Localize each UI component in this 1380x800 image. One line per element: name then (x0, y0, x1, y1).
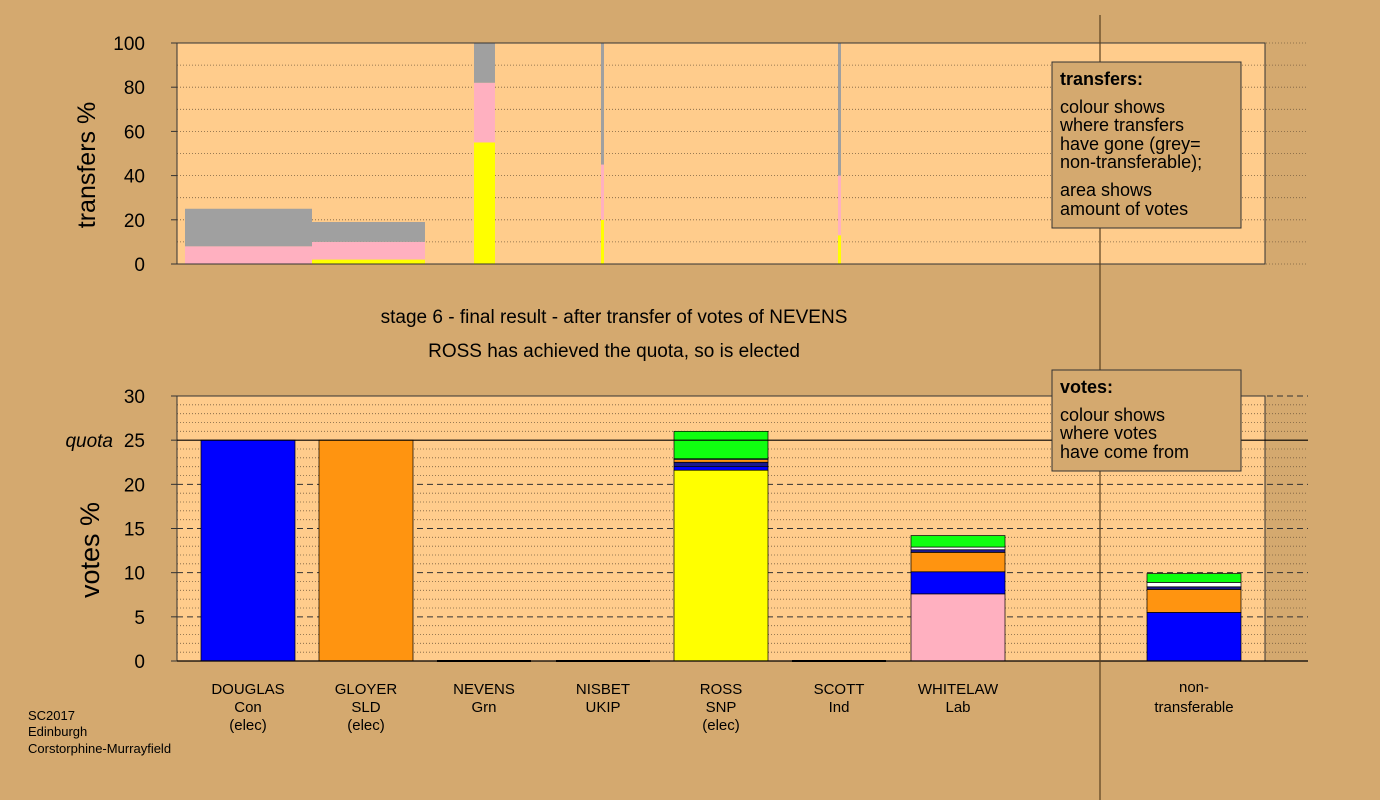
nontransferable-segment (1146, 589, 1242, 613)
transfers-legend-text: area shows (1060, 180, 1152, 200)
candidate-name: SCOTT (814, 681, 865, 698)
votes-legend-text: have come from (1060, 442, 1189, 462)
nontransferable-segment (1146, 612, 1242, 662)
candidate-party: SLD (351, 699, 380, 716)
candidate-name: NISBET (576, 681, 630, 698)
vote-segment (910, 535, 1006, 548)
candidate-name: WHITELAW (918, 681, 999, 698)
transfer-segment (185, 246, 312, 264)
stage-heading: stage 6 - final result - after transfer … (381, 307, 848, 328)
vote-segment (910, 571, 1006, 595)
nontransferable-segment (1146, 586, 1242, 590)
votes-y-tick-label: 10 (124, 564, 145, 585)
candidate-party: UKIP (585, 699, 620, 716)
vote-segment (673, 459, 769, 463)
vote-segment (910, 549, 1006, 553)
candidate-party: Grn (471, 699, 496, 716)
vote-segment (200, 439, 296, 662)
votes-y-tick-label: 0 (134, 652, 145, 673)
vote-segment (910, 593, 1006, 662)
candidate-status: (elec) (347, 717, 385, 734)
votes-legend-text: colour shows (1060, 405, 1165, 425)
transfers-y-tick-label: 80 (124, 78, 145, 99)
transfer-segment (601, 219, 604, 264)
transfer-segment (601, 43, 604, 165)
candidate-name: DOUGLAS (211, 681, 284, 698)
transfers-legend-title: transfers: (1060, 69, 1143, 89)
votes-y-tick-label: 15 (124, 520, 145, 541)
transfers-legend-text: where transfers (1059, 115, 1184, 135)
vote-segment (910, 551, 1006, 573)
vote-segment (318, 439, 414, 662)
candidate-name: GLOYER (335, 681, 398, 698)
transfer-segment (185, 208, 312, 247)
candidate-party: Con (234, 699, 262, 716)
transfer-segment (474, 142, 495, 264)
transfers-legend-text: have gone (grey= (1060, 134, 1201, 154)
transfers-y-tick-label: 20 (124, 211, 145, 232)
transfers-plot-frame (176, 42, 1266, 265)
nontransferable-label: transferable (1154, 699, 1233, 716)
vote-segment (673, 430, 769, 460)
transfer-segment (838, 235, 841, 264)
transfers-y-axis-label: transfers % (73, 102, 101, 228)
footer-ward: Corstorphine-Murrayfield (28, 741, 171, 756)
quota-label: quota (65, 431, 113, 452)
candidate-party: Lab (945, 699, 970, 716)
transfers-legend-text: colour shows (1060, 97, 1165, 117)
transfers-y-tick-label: 100 (113, 34, 145, 55)
votes-y-tick-label: 5 (134, 608, 145, 629)
votes-legend-title: votes: (1060, 377, 1113, 397)
vote-segment (673, 469, 769, 662)
transfers-y-tick-label: 0 (134, 255, 145, 276)
votes-y-tick-label: 20 (124, 475, 145, 496)
candidate-status: (elec) (229, 717, 267, 734)
transfer-segment (474, 43, 495, 83)
votes-y-axis-label: votes % (75, 502, 105, 598)
candidate-party: Ind (829, 699, 850, 716)
votes-legend-box (1051, 369, 1242, 472)
transfers-legend-text: non-transferable); (1060, 152, 1202, 172)
footer-election: SC2017 (28, 708, 75, 723)
votes-y-tick-label: 30 (124, 387, 145, 408)
result-heading: ROSS has achieved the quota, so is elect… (428, 341, 800, 362)
votes-y-tick-label: 25 (124, 431, 145, 452)
transfer-segment (474, 82, 495, 143)
transfers-legend-box (1051, 61, 1242, 229)
votes-legend-text: where votes (1059, 423, 1157, 443)
candidate-party: SNP (706, 699, 737, 716)
vote-segment (673, 466, 769, 471)
transfer-segment (312, 241, 425, 260)
transfers-y-tick-label: 60 (124, 122, 145, 143)
transfer-segment (838, 175, 841, 236)
nontransferable-label: non- (1179, 679, 1209, 696)
transfers-y-tick-label: 40 (124, 167, 145, 188)
nontransferable-segment (1146, 573, 1242, 583)
candidate-status: (elec) (702, 717, 740, 734)
candidate-name: NEVENS (453, 681, 515, 698)
transfer-segment (838, 43, 841, 176)
vote-segment (673, 461, 769, 468)
candidate-name: ROSS (700, 681, 743, 698)
nontransferable-segment (1146, 582, 1242, 588)
transfer-segment (312, 259, 425, 264)
vote-segment (910, 546, 1006, 551)
footer-council: Edinburgh (28, 724, 87, 739)
transfer-segment (601, 164, 604, 220)
transfer-segment (312, 222, 425, 242)
transfers-legend-text: amount of votes (1060, 199, 1188, 219)
